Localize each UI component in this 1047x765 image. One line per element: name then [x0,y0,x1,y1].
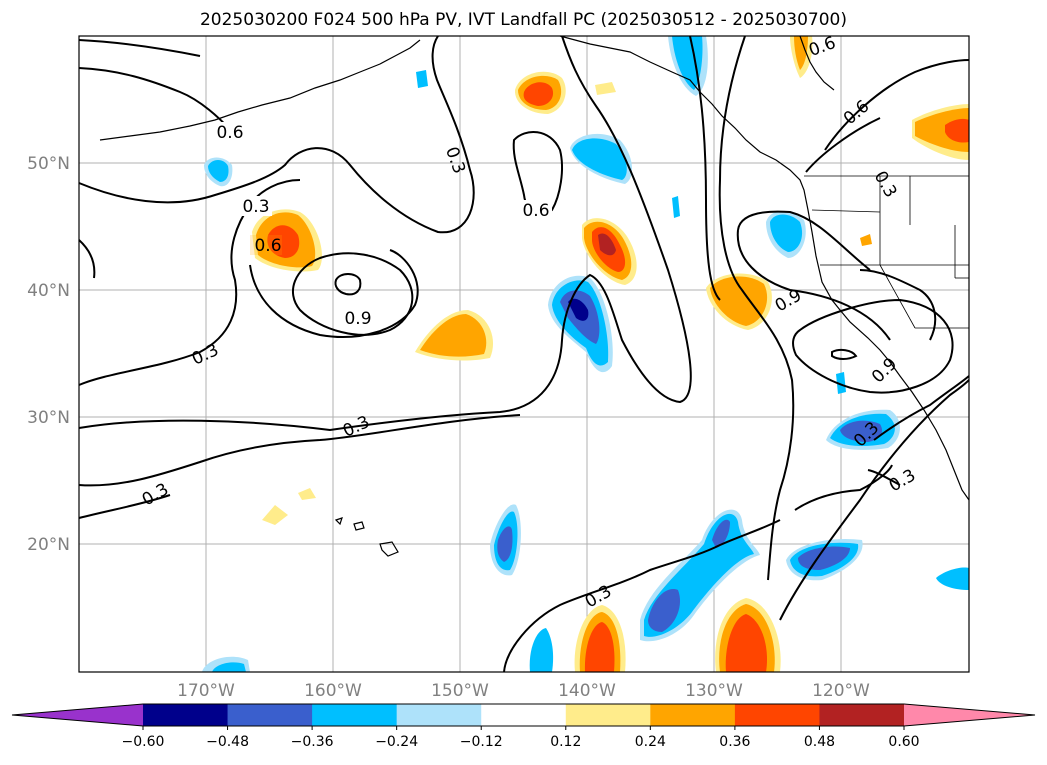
colorbar: −0.60 −0.48 −0.36 −0.24 −0.12 0.12 0.24 0.36 0.4… [11,703,1036,750]
lat-label: 50°N [27,154,70,174]
contour-label: 0.6 [216,123,243,143]
contour-label: 0.9 [344,309,371,329]
colorbar-swatch [481,704,567,726]
pv-positive-blob [420,314,487,357]
pv-negative-blob [648,589,681,632]
pv-negative-blob [672,36,703,90]
map-frame [78,35,970,673]
colorbar-swatch [227,704,313,726]
lon-label: 170°W [177,681,235,701]
lon-label: 150°W [431,681,489,701]
pv-positive-blob [584,622,615,672]
colorbar-swatch [734,704,820,726]
colorbar-swatch [819,704,905,726]
lat-label: 40°N [27,281,70,301]
state-borders [804,175,969,329]
colorbar-swatch [312,704,398,726]
contour-label: 0.6 [522,201,549,221]
lon-label: 130°W [685,681,743,701]
pv-negative-blob [568,298,589,321]
pv-negative-blob [936,567,969,590]
pv-positive-blob [523,82,554,106]
colorbar-tick-label: −0.12 [460,734,503,750]
pv-negative-blob [416,70,428,88]
pv-positive-blob [598,233,616,256]
lon-label: 160°W [304,681,362,701]
pv-positive-blob [595,82,616,95]
contour-label: 0.6 [254,236,281,256]
colorbar-tick-label: 0.48 [804,734,835,750]
lon-label: 140°W [558,681,616,701]
map-plot: 0.6 0.3 0.6 0.6 0.3 0.6 0.9 0.3 0.3 0.3 … [78,33,970,673]
pv-negative-blob [712,519,730,548]
pv-positive-blob [267,225,300,258]
colorbar-tick-label: 0.36 [719,734,750,750]
pv-positive-blob [725,614,768,672]
colorbar-tick-label: 0.60 [888,734,919,750]
colorbar-extend-high [904,704,1035,726]
colorbar-swatch [650,704,736,726]
colorbar-tick-label: −0.60 [122,734,165,750]
contour-label: 0.3 [242,197,269,217]
colorbar-tick-label: 0.12 [550,734,581,750]
pv-negative-blob [572,138,627,180]
pv-negative-blob [798,546,850,570]
lat-label: 30°N [27,408,70,428]
pv-negative-blob [497,526,513,562]
pv-negative-blob [770,214,803,252]
pv-positive-blob [860,234,872,246]
pv-positive-blob [794,36,808,70]
colorbar-swatch [143,704,229,726]
colorbar-tick-label: −0.48 [206,734,249,750]
lon-labels: 170°W 160°W 150°W 140°W 130°W 120°W [177,681,870,701]
lat-labels: 50°N 40°N 30°N 20°N [27,154,70,555]
colorbar-extend-low [12,704,143,726]
pv-positive-blob [298,488,316,500]
colorbar-swatch [396,704,482,726]
lon-label: 120°W [812,681,870,701]
colorbar-swatch [565,704,651,726]
pv-negative-blob [840,420,883,442]
pv-negative-blob [836,372,846,394]
pv-fills [202,36,969,672]
pv-positive-blob [710,276,768,326]
pv-positive-blob [262,505,288,525]
pv-negative-blob [529,628,554,672]
colorbar-tick-label: 0.24 [635,734,666,750]
colorbar-tick-label: −0.36 [291,734,334,750]
pv-positive-blob [945,118,969,143]
coastlines [99,35,970,557]
pv-negative-blob [212,662,246,672]
map-title: 2025030200 F024 500 hPa PV, IVT Landfall… [199,10,847,30]
pv-negative-blob [672,196,680,218]
pv-negative-blob [208,160,229,182]
colorbar-tick-label: −0.24 [375,734,418,750]
lat-label: 20°N [27,535,70,555]
